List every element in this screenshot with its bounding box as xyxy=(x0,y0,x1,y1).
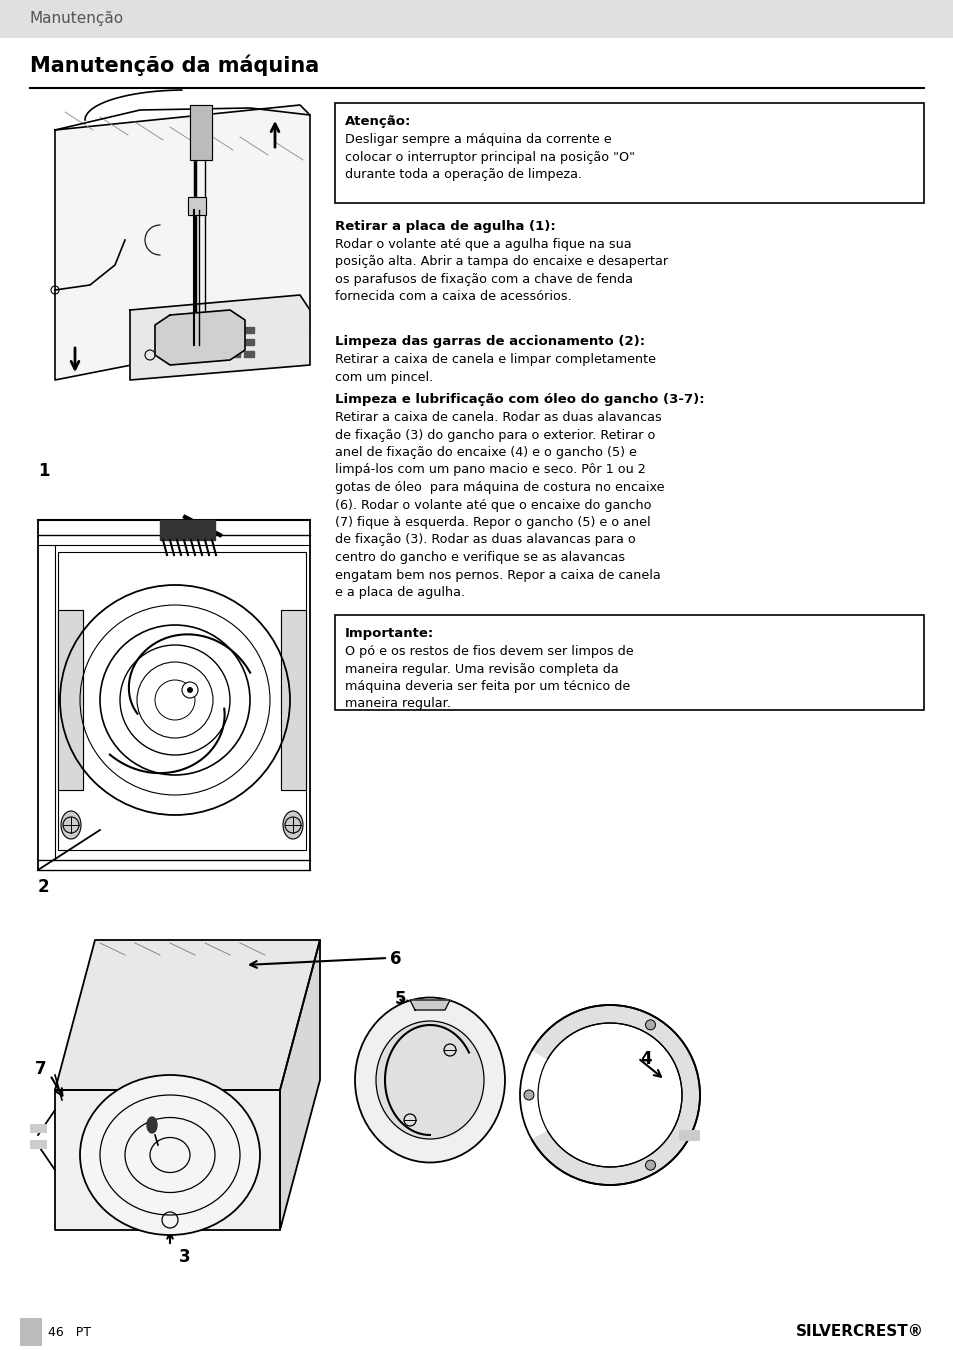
Bar xyxy=(20,1318,42,1346)
Text: 7: 7 xyxy=(35,1060,47,1079)
Bar xyxy=(0,0,953,38)
Bar xyxy=(190,105,212,161)
Polygon shape xyxy=(280,940,319,1230)
Text: 6: 6 xyxy=(390,950,401,968)
Bar xyxy=(215,327,226,333)
Bar xyxy=(202,327,212,333)
Bar xyxy=(173,327,184,333)
Bar xyxy=(160,339,170,346)
Bar xyxy=(679,1130,699,1139)
Bar xyxy=(230,327,240,333)
Bar xyxy=(244,339,253,346)
Polygon shape xyxy=(55,940,319,1089)
Bar xyxy=(215,339,226,346)
Polygon shape xyxy=(532,1004,700,1185)
Circle shape xyxy=(523,1089,534,1100)
Text: 4: 4 xyxy=(639,1050,651,1068)
Text: Limpeza das garras de accionamento (2):: Limpeza das garras de accionamento (2): xyxy=(335,335,644,348)
Bar xyxy=(160,351,170,356)
Circle shape xyxy=(187,687,193,693)
Text: Retirar a placa de agulha (1):: Retirar a placa de agulha (1): xyxy=(335,220,556,234)
Polygon shape xyxy=(281,610,306,790)
Bar xyxy=(160,327,170,333)
Bar xyxy=(188,197,206,215)
Text: 1: 1 xyxy=(38,462,50,481)
Bar xyxy=(202,339,212,346)
Bar xyxy=(202,351,212,356)
Bar xyxy=(230,339,240,346)
Text: Desligar sempre a máquina da corrente e
colocar o interruptor principal na posiç: Desligar sempre a máquina da corrente e … xyxy=(345,134,635,181)
Text: SILVERCREST®: SILVERCREST® xyxy=(795,1324,923,1339)
Bar xyxy=(188,197,206,215)
Ellipse shape xyxy=(80,1075,260,1235)
Ellipse shape xyxy=(283,811,303,838)
Text: Atenção:: Atenção: xyxy=(345,115,411,128)
Bar xyxy=(244,351,253,356)
Polygon shape xyxy=(147,1116,157,1133)
Bar xyxy=(188,327,198,333)
Circle shape xyxy=(645,1019,655,1030)
Bar xyxy=(188,351,198,356)
Ellipse shape xyxy=(355,998,504,1162)
Polygon shape xyxy=(55,105,310,379)
Ellipse shape xyxy=(375,1021,483,1139)
Polygon shape xyxy=(130,296,310,379)
Text: Rodar o volante até que a agulha fique na sua
posição alta. Abrir a tampa do enc: Rodar o volante até que a agulha fique n… xyxy=(335,238,667,304)
Text: O pó e os restos de fios devem ser limpos de
maneira regular. Uma revisão comple: O pó e os restos de fios devem ser limpo… xyxy=(345,645,633,710)
Bar xyxy=(30,1125,46,1133)
Bar xyxy=(173,351,184,356)
Bar xyxy=(173,339,184,346)
Bar xyxy=(30,1139,46,1147)
Bar xyxy=(58,552,306,850)
Text: Limpeza e lubrificação com óleo do gancho (3-7):: Limpeza e lubrificação com óleo do ganch… xyxy=(335,393,704,406)
Text: 3: 3 xyxy=(179,1247,191,1266)
Text: 2: 2 xyxy=(38,878,50,896)
Bar xyxy=(215,351,226,356)
Bar xyxy=(335,103,923,202)
Bar xyxy=(244,327,253,333)
Bar xyxy=(188,339,198,346)
Polygon shape xyxy=(58,610,83,790)
Circle shape xyxy=(645,1160,655,1170)
Polygon shape xyxy=(410,1000,450,1010)
Bar xyxy=(335,616,923,710)
Text: Manutenção: Manutenção xyxy=(30,12,124,27)
Ellipse shape xyxy=(61,811,81,838)
Text: Importante:: Importante: xyxy=(345,626,434,640)
Bar xyxy=(230,351,240,356)
Polygon shape xyxy=(55,1089,280,1230)
Text: 5: 5 xyxy=(395,990,406,1008)
Polygon shape xyxy=(154,310,245,364)
Text: Retirar a caixa de canela. Rodar as duas alavancas
de fixação (3) do gancho para: Retirar a caixa de canela. Rodar as duas… xyxy=(335,410,664,599)
Circle shape xyxy=(182,682,198,698)
Bar xyxy=(160,520,214,540)
Text: Retirar a caixa de canela e limpar completamente
com um pincel.: Retirar a caixa de canela e limpar compl… xyxy=(335,352,656,383)
Bar xyxy=(190,105,212,161)
Text: Manutenção da máquina: Manutenção da máquina xyxy=(30,55,319,77)
Text: 46   PT: 46 PT xyxy=(48,1326,91,1338)
